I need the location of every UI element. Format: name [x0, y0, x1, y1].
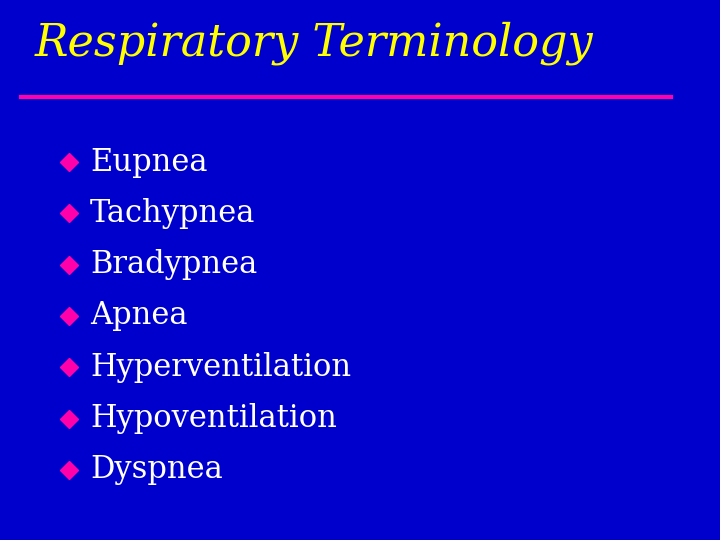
- Text: Apnea: Apnea: [90, 300, 187, 332]
- Text: Hyperventilation: Hyperventilation: [90, 352, 351, 383]
- Text: Bradypnea: Bradypnea: [90, 249, 257, 280]
- Text: Eupnea: Eupnea: [90, 146, 207, 178]
- Text: Tachypnea: Tachypnea: [90, 198, 256, 229]
- Text: Respiratory Terminology: Respiratory Terminology: [35, 21, 593, 65]
- Text: Hypoventilation: Hypoventilation: [90, 403, 337, 434]
- Text: Dyspnea: Dyspnea: [90, 454, 222, 485]
